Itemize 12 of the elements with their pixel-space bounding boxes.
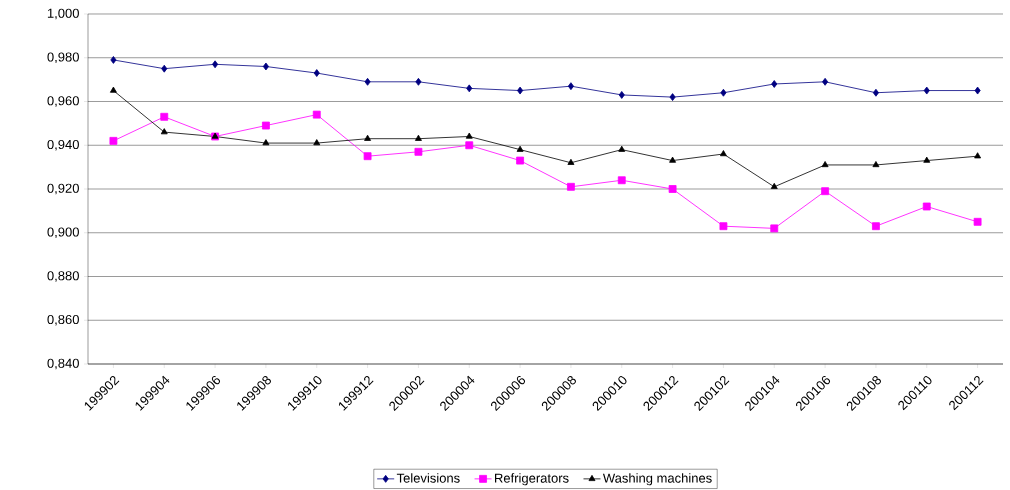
y-tick-label: 0,940	[47, 139, 79, 151]
y-tick-label: 0,880	[47, 271, 79, 282]
y-tick-label: 0,900	[47, 227, 79, 239]
y-tick-label: 0,980	[47, 52, 79, 64]
legend-label: Televisions	[396, 473, 460, 483]
legend-label: Refrigerators	[495, 473, 569, 486]
legend-label: Washing machines	[602, 473, 712, 486]
y-tick-label: 0,840	[47, 358, 79, 370]
y-tick-label: 0,920	[47, 183, 79, 195]
y-tick-label: 0,960	[47, 96, 79, 107]
y-tick-label: 1,000	[47, 8, 79, 20]
y-tick-label: 0,860	[47, 314, 79, 326]
